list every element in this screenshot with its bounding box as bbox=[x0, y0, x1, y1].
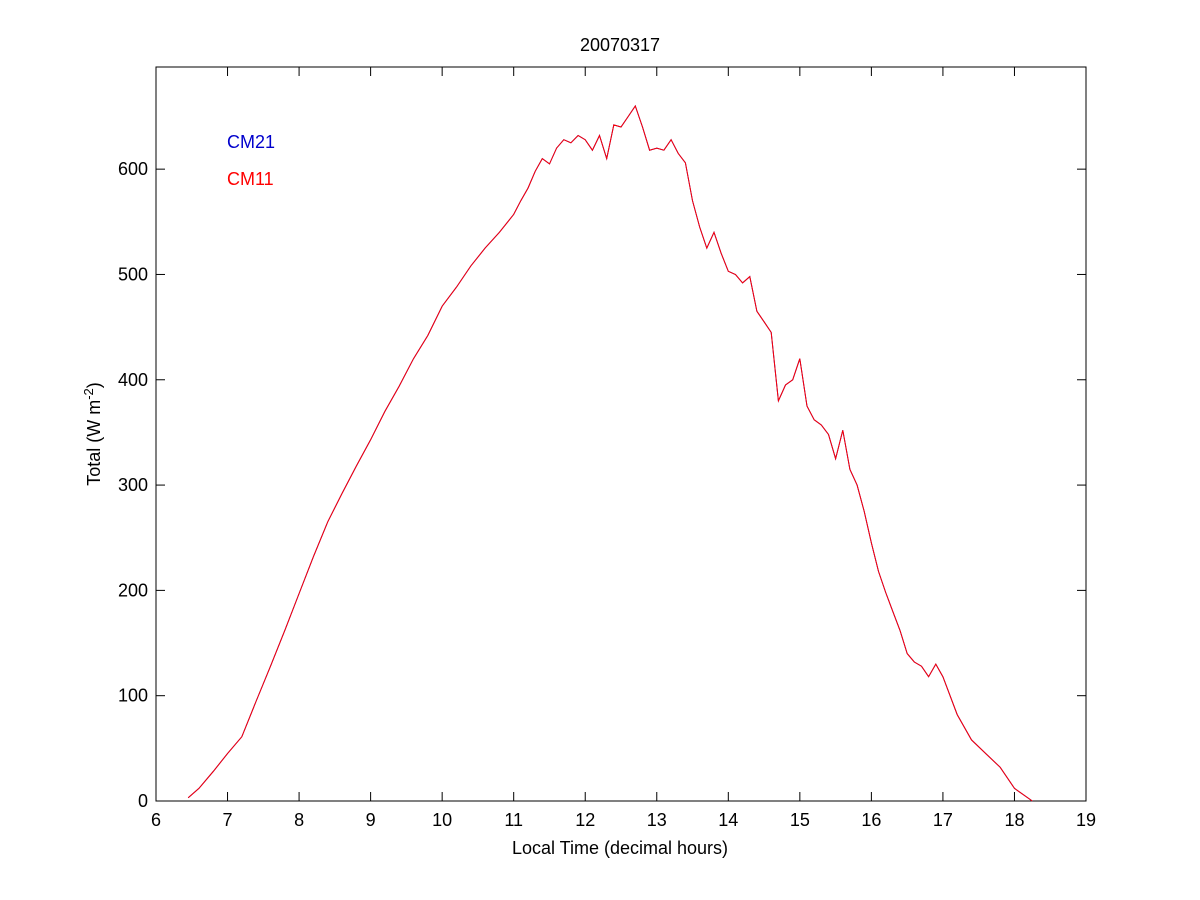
legend-entry-cm11: CM11 bbox=[227, 169, 274, 189]
x-tick-label: 11 bbox=[504, 810, 523, 830]
axis-ticks: 6 7 8 9 10 11 12 13 14 15 16 17 18 19 0 100 200 300 400 500… bbox=[118, 67, 1096, 830]
series-line-cm11 bbox=[187, 104, 1033, 802]
x-tick-label: 9 bbox=[366, 810, 376, 830]
x-tick-label: 16 bbox=[861, 810, 881, 830]
y-tick-label: 200 bbox=[118, 580, 148, 600]
x-tick-label: 12 bbox=[575, 810, 595, 830]
y-tick-label: 400 bbox=[118, 370, 148, 390]
chart-title: 20070317 bbox=[580, 35, 660, 55]
x-tick-label: 13 bbox=[647, 810, 667, 830]
x-tick-label: 7 bbox=[223, 810, 233, 830]
x-tick-label: 19 bbox=[1076, 810, 1096, 830]
y-tick-label: 300 bbox=[118, 475, 148, 495]
legend: CM21 CM11 bbox=[227, 132, 275, 189]
y-tick-label: 0 bbox=[138, 791, 148, 811]
x-tick-label: 18 bbox=[1004, 810, 1024, 830]
legend-entry-cm21: CM21 bbox=[227, 132, 275, 152]
series-layer bbox=[187, 104, 1033, 802]
x-tick-label: 10 bbox=[432, 810, 452, 830]
y-tick-label: 600 bbox=[118, 159, 148, 179]
x-axis-label: Local Time (decimal hours) bbox=[512, 838, 728, 858]
x-tick-label: 14 bbox=[718, 810, 738, 830]
y-tick-label: 500 bbox=[118, 264, 148, 284]
y-tick-label: 100 bbox=[118, 686, 148, 706]
x-tick-label: 6 bbox=[151, 810, 161, 830]
x-tick-label: 8 bbox=[294, 810, 304, 830]
x-tick-label: 17 bbox=[933, 810, 953, 830]
plot-area bbox=[155, 66, 1087, 802]
x-tick-label: 15 bbox=[790, 810, 810, 830]
y-axis-label: Total (W m-2) bbox=[81, 382, 104, 486]
